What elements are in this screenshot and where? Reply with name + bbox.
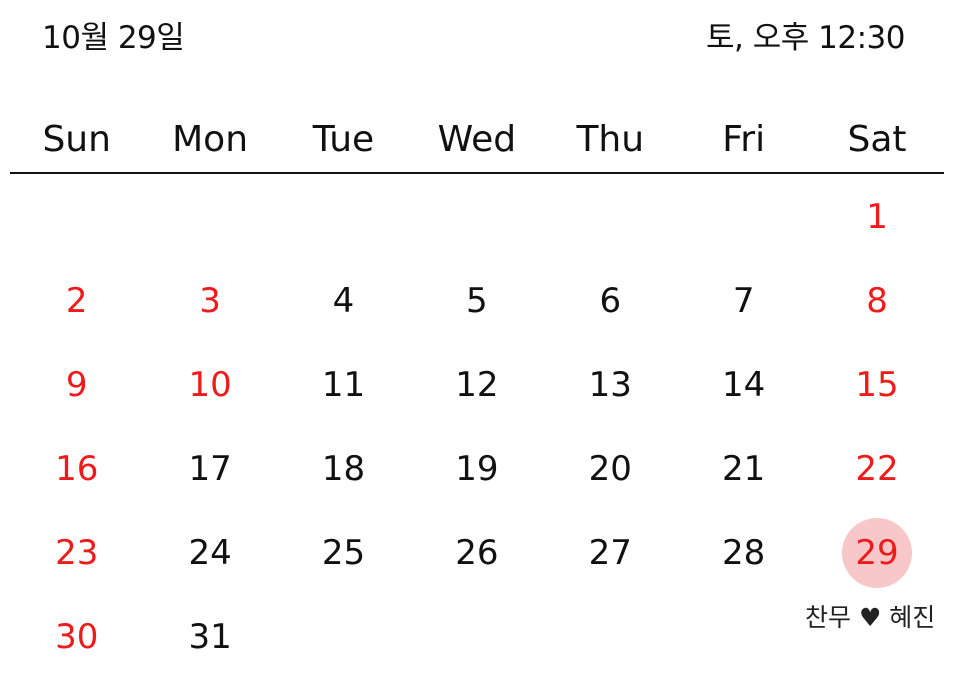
weekday-sat: Sat <box>847 119 907 160</box>
calendar-day[interactable]: 10 <box>143 348 276 432</box>
day-number: 4 <box>332 281 355 321</box>
calendar-day[interactable]: 18 <box>277 432 410 516</box>
calendar-day[interactable]: 5 <box>410 264 543 348</box>
event-label[interactable]: 찬무 ♥ 혜진 <box>805 603 936 632</box>
calendar-grid: 1 2 3 4 5 6 7 8 9 10 11 12 13 14 15 16 1… <box>10 180 944 684</box>
calendar-day[interactable] <box>410 600 543 684</box>
calendar-day[interactable]: 30 <box>10 600 143 684</box>
calendar-week-3: 9 10 11 12 13 14 15 <box>10 348 944 432</box>
calendar-day[interactable]: 1 <box>810 180 943 264</box>
day-number: 26 <box>455 533 499 573</box>
calendar-week-1: 1 <box>10 180 944 264</box>
calendar-day[interactable] <box>677 180 810 264</box>
calendar-day[interactable]: 13 <box>544 348 677 432</box>
calendar-day[interactable] <box>544 180 677 264</box>
calendar-day[interactable]: 6 <box>544 264 677 348</box>
day-number: 1 <box>866 197 888 237</box>
calendar-day[interactable] <box>143 180 276 264</box>
calendar-day[interactable] <box>544 600 677 684</box>
day-number: 25 <box>321 533 366 573</box>
day-number: 2 <box>65 281 88 321</box>
calendar-day[interactable]: 7 <box>677 264 810 348</box>
calendar-day[interactable] <box>410 180 543 264</box>
calendar-day[interactable]: 17 <box>143 432 276 516</box>
day-number: 6 <box>599 281 622 321</box>
calendar-day[interactable] <box>677 600 810 684</box>
day-number: 16 <box>55 449 99 489</box>
day-number: 17 <box>188 449 232 489</box>
day-number: 7 <box>732 281 755 321</box>
day-number: 10 <box>188 365 232 405</box>
calendar-day[interactable]: 12 <box>410 348 543 432</box>
calendar-day[interactable]: 21 <box>677 432 810 516</box>
day-number: 9 <box>65 365 88 405</box>
calendar-week-2: 2 3 4 5 6 7 8 <box>10 264 944 348</box>
calendar-day[interactable]: 25 <box>277 516 410 600</box>
calendar-week-4: 16 17 18 19 20 21 22 <box>10 432 944 516</box>
today-day-number: 29 <box>842 518 913 588</box>
calendar-day[interactable]: 16 <box>10 432 143 516</box>
weekday-thu: Thu <box>576 119 645 160</box>
day-number: 31 <box>188 617 232 657</box>
calendar-day[interactable]: 3 <box>143 264 276 348</box>
weekday-wed: Wed <box>437 119 517 160</box>
day-number: 5 <box>466 281 488 321</box>
calendar-week-5: 23 24 25 26 27 28 29 <box>10 516 944 600</box>
weekday-header: Sun Mon Tue Wed Thu Fri Sat <box>10 112 944 168</box>
calendar-day[interactable]: 9 <box>10 348 143 432</box>
day-number: 18 <box>321 449 366 489</box>
day-number: 13 <box>588 365 632 405</box>
day-number: 24 <box>188 533 232 573</box>
weekday-sun: Sun <box>42 119 111 160</box>
calendar-day[interactable]: 23 <box>10 516 143 600</box>
day-number: 8 <box>866 281 888 321</box>
calendar-day[interactable]: 31 <box>143 600 276 684</box>
calendar-day-today[interactable]: 29 <box>810 516 943 600</box>
day-number: 3 <box>199 281 221 321</box>
day-number: 15 <box>855 365 899 405</box>
calendar-day[interactable]: 19 <box>410 432 543 516</box>
weekday-mon: Mon <box>172 119 249 160</box>
calendar-day[interactable]: 26 <box>410 516 543 600</box>
calendar-day[interactable]: 8 <box>810 264 943 348</box>
calendar-day[interactable]: 28 <box>677 516 810 600</box>
calendar-day[interactable]: 20 <box>544 432 677 516</box>
calendar-day[interactable] <box>277 600 410 684</box>
day-number: 14 <box>722 365 766 405</box>
current-time: 토, 오후 12:30 <box>706 20 905 56</box>
day-number: 21 <box>722 449 766 489</box>
day-number: 28 <box>722 533 766 573</box>
calendar-day[interactable] <box>10 180 143 264</box>
day-number: 27 <box>588 533 632 573</box>
calendar-day[interactable]: 15 <box>810 348 943 432</box>
calendar-day[interactable]: 24 <box>143 516 276 600</box>
day-number: 11 <box>321 365 366 405</box>
calendar-day[interactable] <box>277 180 410 264</box>
calendar-day[interactable]: 11 <box>277 348 410 432</box>
day-number: 22 <box>855 449 899 489</box>
weekday-fri: Fri <box>722 119 766 160</box>
calendar-day[interactable]: 4 <box>277 264 410 348</box>
calendar-day[interactable]: 22 <box>810 432 943 516</box>
day-number: 23 <box>55 533 99 573</box>
calendar-day[interactable]: 27 <box>544 516 677 600</box>
day-number: 19 <box>455 449 499 489</box>
calendar-week-6: 30 31 <box>10 600 944 684</box>
header-divider <box>10 172 944 174</box>
calendar-day[interactable]: 2 <box>10 264 143 348</box>
current-date: 10월 29일 <box>42 20 185 56</box>
day-number: 20 <box>588 449 632 489</box>
calendar-day[interactable]: 14 <box>677 348 810 432</box>
weekday-tue: Tue <box>312 119 375 160</box>
day-number: 12 <box>455 365 499 405</box>
day-number: 30 <box>55 617 99 657</box>
